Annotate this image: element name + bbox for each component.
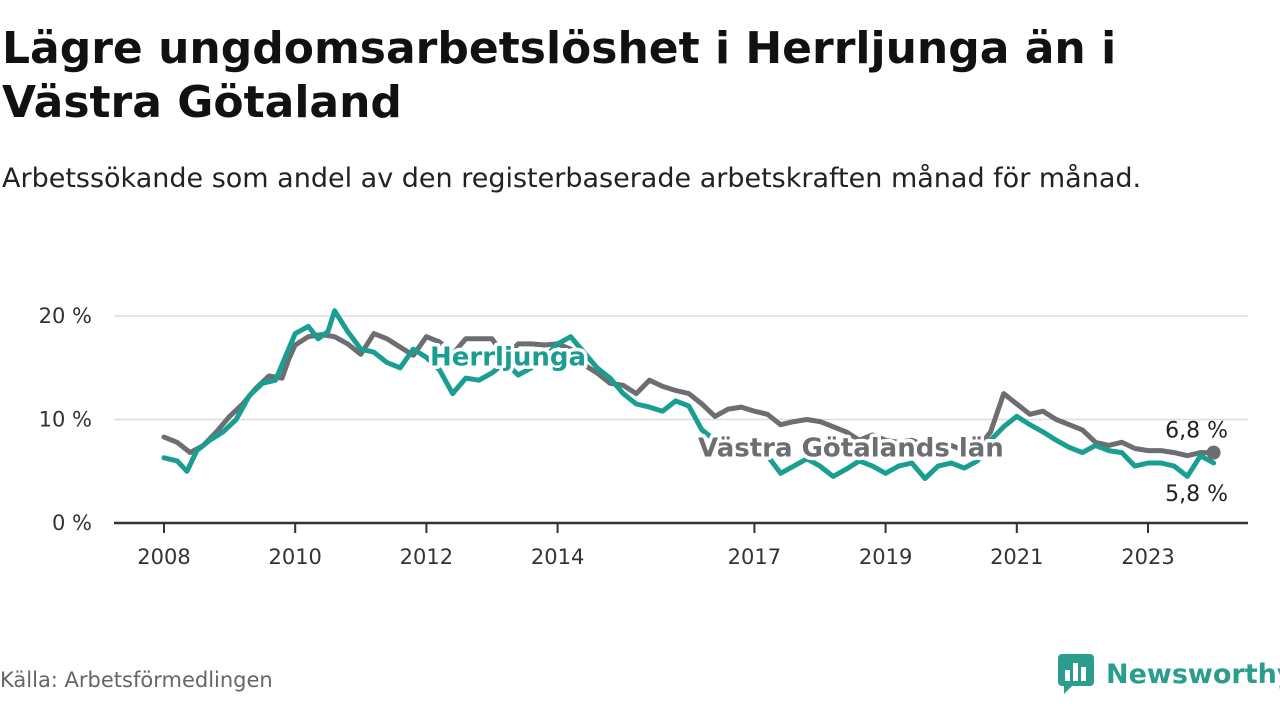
x-tick-label: 2012	[400, 545, 453, 569]
y-tick-label: 0 %	[52, 511, 92, 535]
series-line-herrljunga	[161, 308, 1217, 481]
y-tick-label: 10 %	[39, 408, 92, 432]
chart-subtitle: Arbetssökande som andel av den registerb…	[2, 163, 1142, 194]
line-chart: 0 % 10 % 20 % 6,8 % 5,8 % Herrljunga Västra G…	[39, 304, 1248, 569]
series-label-herrljunga: Herrljunga	[430, 342, 586, 372]
series-lines	[161, 308, 1217, 481]
x-tick-label: 2019	[859, 545, 912, 569]
x-tick-label: 2008	[137, 545, 190, 569]
end-value-label: 5,8 %	[1165, 482, 1228, 507]
x-tick-label: 2017	[728, 545, 781, 569]
x-tick-label: 2014	[531, 545, 584, 569]
newsworthy-logo-icon	[1058, 654, 1094, 694]
grid-lines: 0 % 10 % 20 %	[39, 304, 1248, 535]
chart-title: Lägre ungdomsarbetslöshet i Herrljunga ä…	[2, 23, 1117, 128]
series-label-västra-götalands-län: Västra Götalands län	[698, 433, 1004, 463]
x-axis: 2008 2010 2012 2014 2017 2019 2021 2023	[114, 521, 1248, 569]
series-labels: 6,8 % 5,8 % Herrljunga Västra Götalands län	[427, 339, 1229, 507]
newsworthy-brand[interactable]: Newsworthy	[1058, 654, 1280, 694]
x-tick-label: 2023	[1121, 545, 1174, 569]
series-line-västra-götalands-län	[161, 331, 1217, 459]
x-tick-label: 2010	[268, 545, 321, 569]
end-marker	[1206, 445, 1221, 460]
end-value-label: 6,8 %	[1165, 419, 1228, 444]
x-tick-label: 2021	[990, 545, 1043, 569]
y-tick-label: 20 %	[39, 304, 92, 328]
source-note: Källa: Arbetsförmedlingen	[0, 668, 273, 692]
brand-name: Newsworthy	[1106, 658, 1280, 690]
